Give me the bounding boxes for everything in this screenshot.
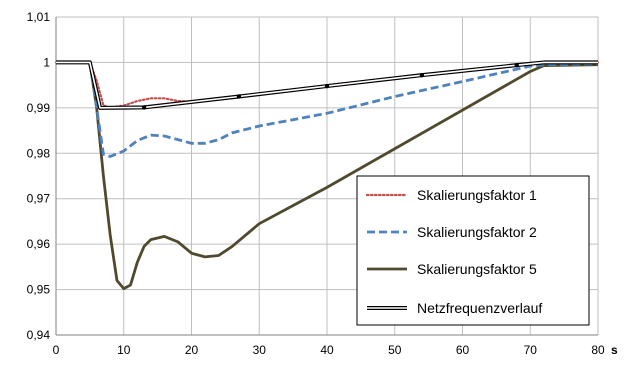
legend-label: Netzfrequenzverlauf xyxy=(417,300,542,316)
series-line-4 xyxy=(56,61,598,109)
series-lines xyxy=(54,60,600,291)
x-tick-label: 0 xyxy=(53,343,60,357)
series-marker xyxy=(236,94,242,99)
legend-label: Skalierungsfaktor 1 xyxy=(417,187,537,203)
x-tick-label: 20 xyxy=(185,343,199,357)
x-tick-label: 80 xyxy=(591,343,605,357)
x-tick-label: 30 xyxy=(253,343,267,357)
series-marker xyxy=(141,105,147,110)
legend-label: Skalierungsfaktor 2 xyxy=(417,224,537,240)
x-tick-label: 70 xyxy=(524,343,538,357)
y-tick-label: 1 xyxy=(43,55,50,69)
series-line-3 xyxy=(56,61,599,291)
x-tick-label: 60 xyxy=(456,343,470,357)
series-line-2 xyxy=(56,61,599,158)
x-unit-label: s xyxy=(611,343,618,357)
axes: 0,94 0,95 0,96 0,97 0,98 0,99 1 1,01 0 10 20 30 40 50… xyxy=(27,10,618,357)
x-tick-label: 40 xyxy=(320,343,334,357)
y-tick-label: 0,99 xyxy=(27,101,51,115)
y-tick-label: 1,01 xyxy=(27,10,51,24)
series-marker xyxy=(324,83,330,89)
legend: Skalierungsfaktor 1 Skalierungsfaktor 2 Sk… xyxy=(356,175,590,326)
x-tick-label: 10 xyxy=(117,343,131,357)
x-tick-label: 50 xyxy=(388,343,402,357)
y-tick-label: 0,95 xyxy=(27,283,51,297)
y-tick-label: 0,98 xyxy=(27,146,51,160)
legend-box xyxy=(356,175,590,326)
y-tick-label: 0,96 xyxy=(27,237,51,251)
y-tick-label: 0,94 xyxy=(27,328,51,342)
series-marker xyxy=(419,72,425,78)
y-tick-label: 0,97 xyxy=(27,192,51,206)
series-marker xyxy=(514,62,519,68)
legend-label: Skalierungsfaktor 5 xyxy=(417,261,537,277)
